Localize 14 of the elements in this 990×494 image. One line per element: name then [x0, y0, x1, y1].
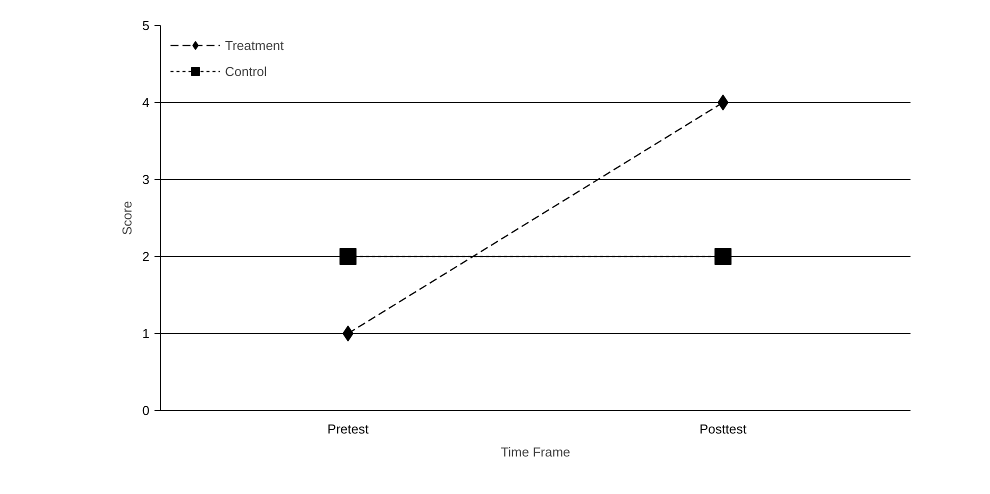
x-tick-label: Posttest: [700, 422, 747, 436]
x-axis-title: Time Frame: [500, 444, 570, 460]
y-tick-label: 2: [142, 249, 150, 264]
y-tick-label: 4: [142, 95, 150, 110]
x-tick-label: Pretest: [327, 422, 369, 436]
legend-label: Control: [225, 64, 267, 78]
y-tick-label: 1: [142, 326, 150, 341]
y-tick-label: 0: [142, 403, 150, 418]
y-tick-label: 5: [142, 18, 150, 33]
point: [340, 248, 356, 265]
point: [714, 248, 732, 265]
legend-label: Treatment: [225, 38, 284, 52]
y-tick-label: 3: [142, 172, 150, 187]
y-axis-title: Score: [119, 201, 134, 235]
